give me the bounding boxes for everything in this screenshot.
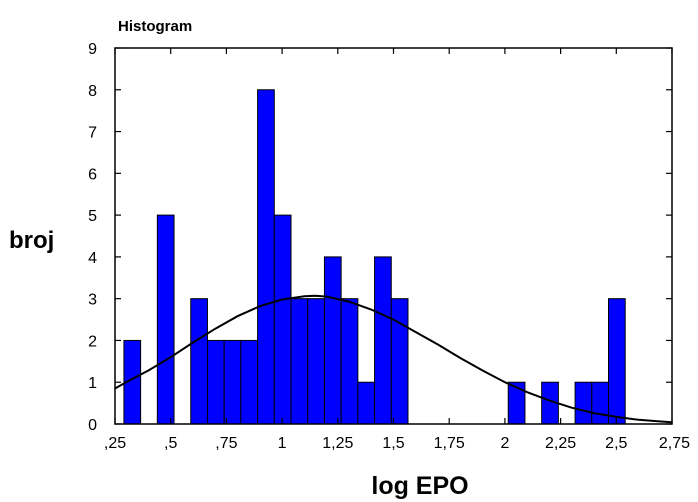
chart-title: Histogram (118, 18, 192, 35)
ticks-layer (114, 47, 673, 425)
histogram-bar (357, 381, 376, 425)
x-tick-label: ,5 (164, 435, 177, 452)
y-tick-label: 2 (88, 333, 97, 350)
x-tick-label: 2,5 (605, 435, 627, 452)
y-tick-label: 4 (88, 250, 97, 267)
y-tick-label: 6 (88, 166, 97, 183)
y-tick-label: 3 (88, 292, 97, 309)
histogram-bar (307, 298, 325, 425)
histogram-bar (390, 298, 409, 425)
x-tick-label: 1,25 (322, 435, 353, 452)
histogram-bar (340, 298, 359, 425)
x-tick-label: 1 (278, 435, 287, 452)
histogram-bar (240, 339, 259, 425)
histogram-bar (273, 214, 292, 425)
histogram-bar (190, 298, 208, 425)
x-tick-label: 2,75 (659, 435, 690, 452)
histogram-bar (156, 214, 175, 425)
y-tick-label: 1 (88, 375, 97, 392)
x-tick-label: 1,75 (434, 435, 465, 452)
x-tick-label: 2 (500, 435, 509, 452)
y-axis-title: broj (9, 227, 54, 254)
histogram-bar (223, 339, 242, 425)
y-tick-label: 9 (88, 41, 97, 58)
x-tick-label: 2,25 (545, 435, 576, 452)
x-tick-label: 1,5 (382, 435, 404, 452)
histogram-bar (206, 339, 225, 425)
histogram-bar (374, 256, 392, 425)
histogram-bar (323, 256, 342, 425)
histogram-bar (290, 298, 309, 425)
normal-curve (114, 294, 673, 424)
x-tick-labels: ,25 ,5 ,75 1 1,25 1,5 1,75 2 2,25 2,5 2,75 (104, 435, 690, 452)
histogram-bar (574, 381, 593, 425)
y-tick-label: 7 (88, 125, 97, 142)
y-tick-label: 8 (88, 83, 97, 100)
bars-layer (123, 89, 626, 425)
y-tick-label: 5 (88, 208, 97, 225)
x-tick-label: ,75 (215, 435, 237, 452)
histogram-bar (608, 298, 626, 425)
histogram-bar (591, 381, 610, 425)
x-tick-label: ,25 (104, 435, 126, 452)
y-tick-label: 0 (88, 417, 97, 434)
histogram-bar (257, 89, 275, 425)
y-tick-labels: 0 1 2 3 4 5 6 7 8 9 (88, 41, 97, 434)
x-axis-title: log EPO (371, 472, 468, 500)
